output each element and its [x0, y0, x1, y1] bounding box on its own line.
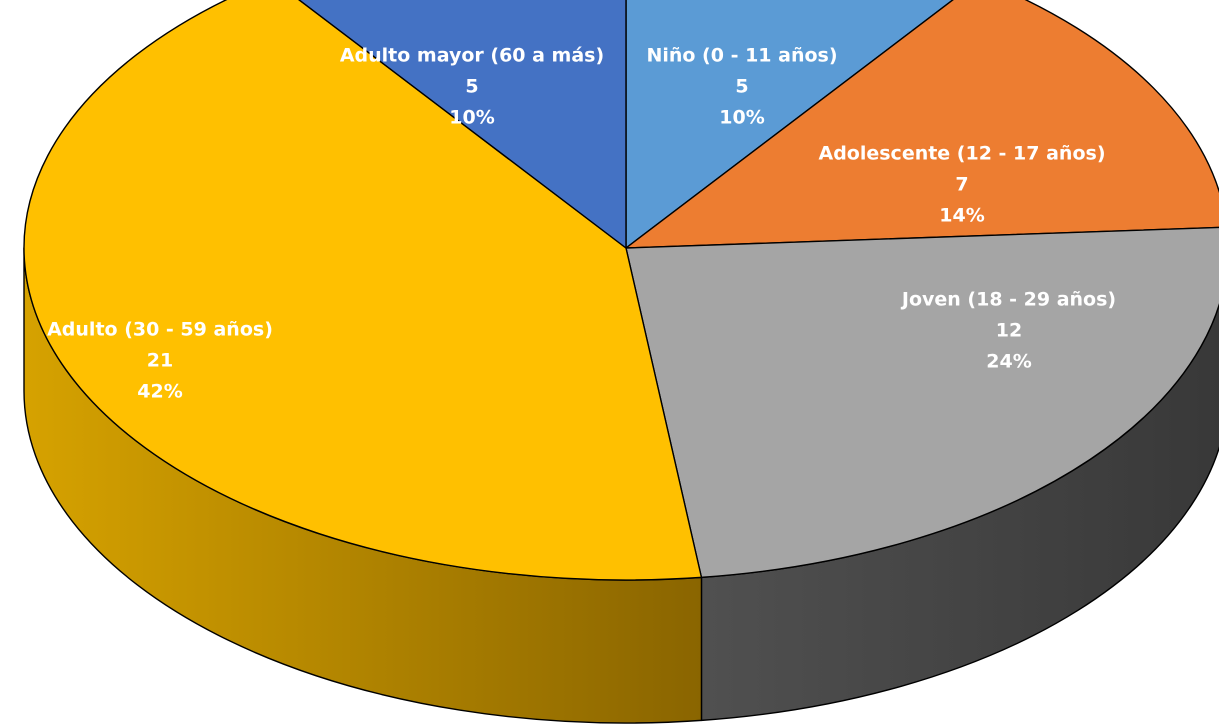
data-label-category: Adulto mayor (60 a más) — [340, 45, 604, 67]
data-label-percent: 10% — [719, 107, 764, 129]
pie-slice-nino-0-11-anos — [625, 0, 954, 249]
pie-top-layer — [23, 0, 1219, 581]
pie-slice-joven-18-29-anos — [625, 226, 1219, 579]
data-label-category: Niño (0 - 11 años) — [646, 45, 837, 67]
data-label-value: 5 — [465, 76, 478, 98]
data-label-percent: 24% — [986, 351, 1031, 373]
data-label-percent: 42% — [137, 381, 182, 403]
pie-slice-adolescente-12-17-anos — [625, 0, 1219, 249]
data-label-value: 21 — [147, 350, 173, 372]
data-label-adulto-30-59-anos: Adulto (30 - 59 años) 21 42% — [47, 319, 273, 403]
data-label-percent: 10% — [449, 107, 494, 129]
pie-slice-adulto-30-59-anos — [23, 0, 703, 581]
data-label-adolescente-12-17-anos: Adolescente (12 - 17 años) 7 14% — [818, 143, 1105, 227]
data-label-value: 7 — [955, 174, 968, 196]
data-labels: Niño (0 - 11 años) 5 10% Adolescente (12 - … — [47, 45, 1116, 403]
data-label-adulto-mayor-60-a-mas: Adulto mayor (60 a más) 5 10% — [340, 45, 604, 129]
pie-slice-adulto-mayor-60-a-mas — [298, 0, 627, 249]
data-label-percent: 14% — [939, 205, 984, 227]
data-label-category: Joven (18 - 29 años) — [900, 289, 1116, 311]
data-label-value: 5 — [735, 76, 748, 98]
data-label-joven-18-29-anos: Joven (18 - 29 años) 12 24% — [900, 289, 1116, 373]
data-label-value: 12 — [996, 320, 1022, 342]
data-label-category: Adulto (30 - 59 años) — [47, 319, 273, 341]
data-label-category: Adolescente (12 - 17 años) — [818, 143, 1105, 165]
data-label-nino-0-11-anos: Niño (0 - 11 años) 5 10% — [646, 45, 837, 129]
